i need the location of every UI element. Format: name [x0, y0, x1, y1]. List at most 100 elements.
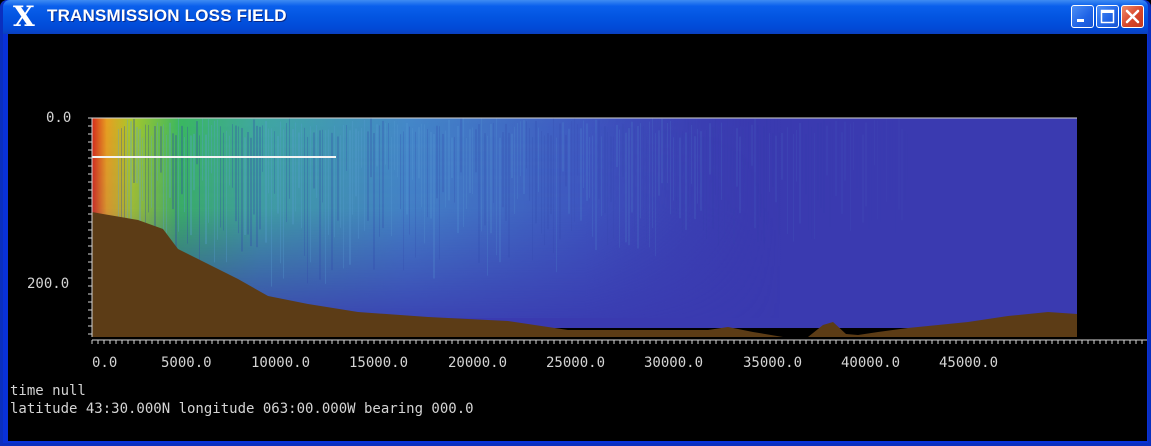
field-streak	[484, 133, 486, 226]
field-streak	[556, 137, 557, 273]
field-streak	[121, 128, 122, 229]
field-streak	[745, 137, 746, 193]
field-streak	[835, 120, 837, 197]
maximize-icon	[1100, 9, 1115, 24]
field-streak	[271, 128, 272, 287]
field-streak	[595, 119, 597, 251]
field-streak	[718, 134, 719, 246]
maximize-button[interactable]	[1096, 5, 1119, 28]
field-streak	[754, 118, 756, 229]
field-streak	[862, 134, 864, 223]
field-streak	[883, 121, 885, 171]
field-streak	[457, 125, 459, 234]
field-streak	[223, 132, 224, 231]
field-streak	[793, 134, 794, 242]
field-streak	[817, 123, 819, 201]
field-streak	[169, 122, 171, 198]
field-streak	[298, 132, 300, 188]
field-streak	[736, 128, 738, 187]
field-streak	[397, 124, 398, 178]
field-streak	[118, 129, 119, 237]
field-streak	[658, 130, 660, 196]
field-streak	[172, 133, 174, 210]
x-minor-ticks	[91, 340, 1143, 344]
field-streak	[577, 124, 578, 176]
field-streak	[628, 128, 630, 246]
field-streak	[613, 136, 614, 239]
field-streak	[301, 123, 302, 229]
field-streak	[490, 123, 492, 234]
field-streak	[277, 136, 279, 214]
field-streak	[763, 126, 765, 244]
field-streak	[505, 123, 507, 221]
field-streak	[487, 135, 488, 276]
field-streak	[895, 130, 896, 234]
field-streak	[796, 129, 797, 182]
field-streak	[280, 121, 281, 264]
field-streak	[154, 126, 156, 247]
field-streak	[529, 128, 530, 201]
field-streak	[787, 127, 788, 235]
field-streak	[211, 125, 212, 174]
field-streak	[145, 124, 146, 239]
field-streak	[379, 125, 380, 237]
field-streak	[838, 118, 839, 193]
field-streak	[310, 126, 311, 263]
field-streak	[541, 131, 542, 234]
field-streak	[715, 119, 716, 195]
field-streak	[412, 127, 413, 180]
field-streak	[289, 118, 290, 199]
field-streak	[748, 122, 749, 169]
field-streak	[664, 128, 666, 190]
field-streak	[409, 126, 410, 235]
field-streak	[751, 124, 753, 166]
field-streak	[568, 128, 570, 214]
x-tick-label: 25000.0	[546, 355, 606, 371]
field-streak	[526, 121, 527, 169]
field-streak	[877, 120, 878, 220]
field-streak	[673, 137, 674, 201]
y-tick-label: 200.0	[27, 276, 70, 292]
field-streak	[697, 128, 698, 204]
field-streak	[886, 118, 887, 202]
field-streak	[433, 133, 435, 279]
title-bar[interactable]: X TRANSMISSION LOSS FIELD	[3, 0, 1148, 34]
field-streak	[442, 133, 444, 193]
field-streak	[706, 130, 707, 239]
field-streak	[520, 121, 521, 177]
field-streak	[352, 121, 353, 215]
field-streak	[601, 136, 602, 217]
x-tick-label: 15000.0	[349, 355, 409, 371]
close-button[interactable]	[1121, 5, 1144, 28]
plot-area: 0.0 200.0 0.0 5000.0 10000.0 15000.0 200…	[8, 34, 1147, 441]
field-streak	[670, 120, 671, 215]
field-streak	[322, 129, 323, 203]
field-streak	[439, 126, 440, 260]
field-streak	[544, 135, 545, 246]
field-streak	[130, 121, 132, 253]
field-streak	[901, 128, 903, 221]
x-tick-label: 5000.0	[161, 355, 212, 371]
field-streak	[814, 133, 815, 240]
field-streak	[475, 129, 477, 173]
field-streak	[160, 126, 162, 173]
field-streak	[586, 123, 588, 201]
x-tick-label: 30000.0	[644, 355, 704, 371]
field-streak	[319, 130, 321, 280]
field-streak	[436, 125, 438, 199]
field-streak	[370, 118, 372, 178]
field-streak	[826, 125, 828, 176]
field-streak	[844, 121, 846, 181]
field-streak	[274, 131, 275, 194]
field-streak	[481, 118, 482, 232]
field-streak	[358, 131, 359, 239]
field-streak	[739, 136, 741, 214]
field-streak	[727, 118, 728, 187]
field-streak	[559, 123, 561, 240]
x-tick-label: 20000.0	[448, 355, 508, 371]
field-streak	[871, 133, 872, 221]
field-streak	[286, 123, 287, 223]
field-streak	[151, 135, 152, 208]
field-streak	[229, 135, 230, 186]
minimize-button[interactable]	[1071, 5, 1094, 28]
